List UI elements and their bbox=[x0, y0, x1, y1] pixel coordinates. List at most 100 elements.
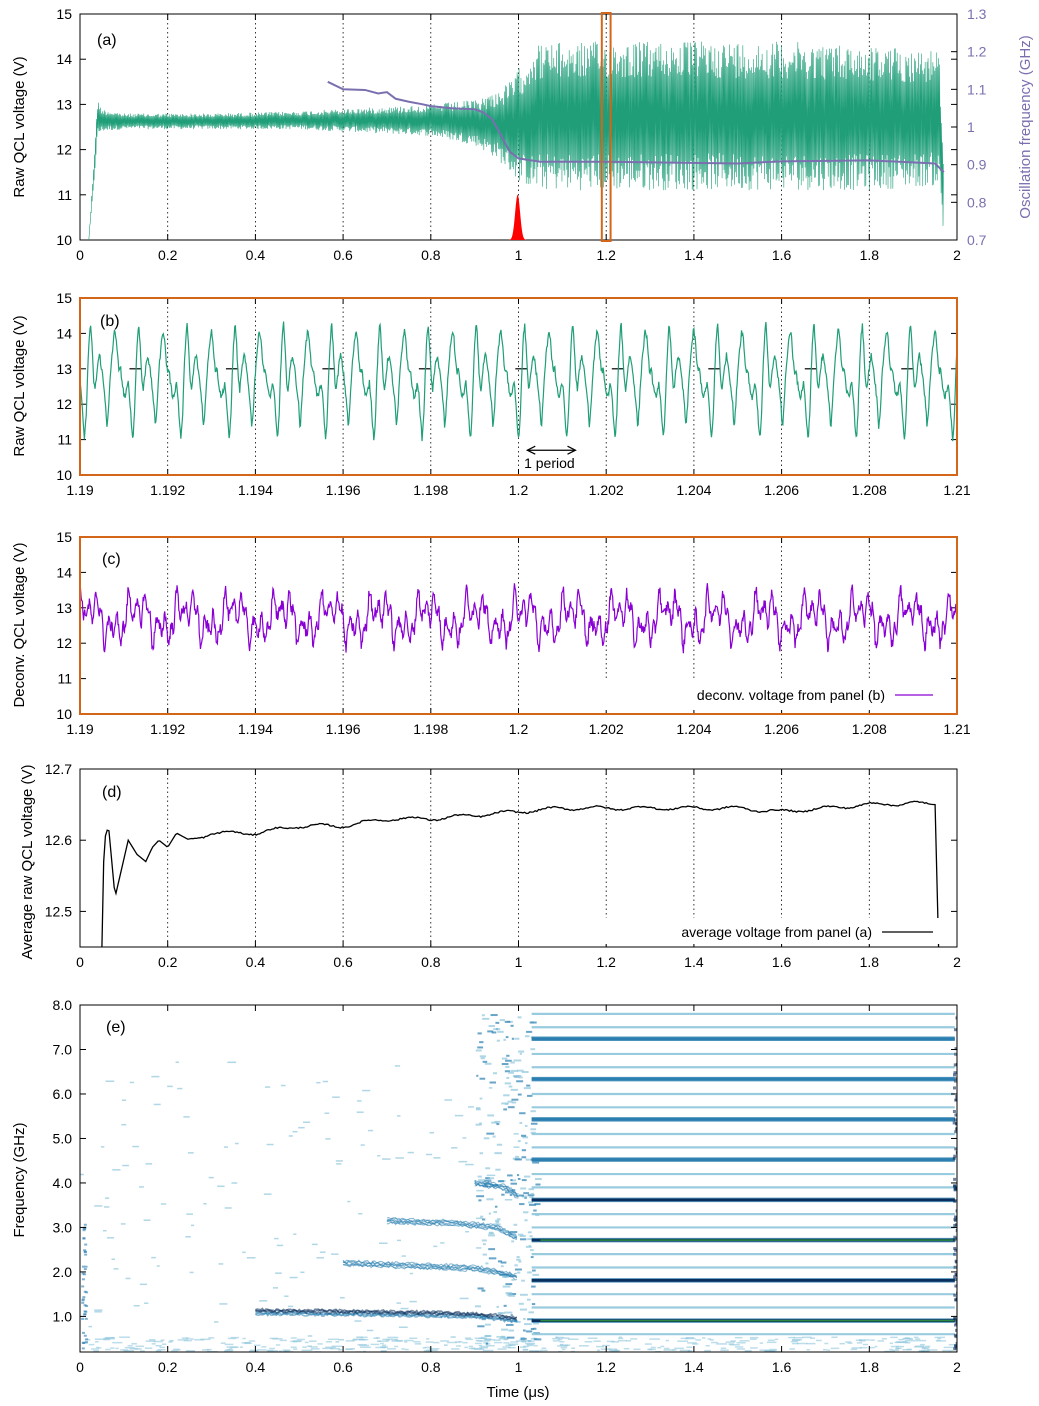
spectrogram-noise bbox=[884, 1350, 896, 1352]
panel-b: 1.19 1.192 1.194 1.196 1.198 1.2 1.202 1.204 1.2… bbox=[11, 290, 971, 498]
spectrogram-noise bbox=[847, 1342, 853, 1344]
spectrogram-speckle bbox=[458, 1160, 468, 1163]
panel-b-x-ticks: 1.19 1.192 1.194 1.196 1.198 1.2 1.202 1.204 1.2… bbox=[66, 298, 971, 498]
spectrogram-speckle bbox=[144, 1302, 149, 1304]
spectrogram-transition bbox=[494, 1205, 498, 1208]
spectrogram-noise bbox=[181, 1337, 188, 1339]
panel-a-x-tick-label: 2 bbox=[953, 247, 961, 263]
spectrogram-noise bbox=[618, 1337, 624, 1340]
panel-c-y-tick-label: 12 bbox=[56, 635, 72, 651]
spectrogram-edge bbox=[83, 1313, 87, 1316]
spectrogram-noise bbox=[241, 1342, 250, 1344]
spectrogram-transition bbox=[526, 1084, 531, 1087]
panel-d-x-tick-label: 1 bbox=[515, 954, 523, 970]
spectrogram-transition bbox=[489, 1081, 497, 1084]
spectrogram-edge bbox=[955, 1098, 957, 1102]
spectrogram-transition bbox=[532, 1322, 539, 1325]
spectrogram-edge bbox=[83, 1334, 87, 1337]
spectrogram-noise bbox=[711, 1341, 719, 1344]
spectrogram-noise bbox=[831, 1336, 838, 1339]
spectrogram-transition bbox=[493, 1028, 501, 1031]
spectrogram-noise bbox=[707, 1338, 712, 1340]
spectrogram-noise bbox=[353, 1338, 364, 1340]
panel-a-ylabel: Raw QCL voltage (V) bbox=[11, 56, 28, 197]
spectrogram-transition bbox=[501, 1335, 506, 1338]
spectrogram-speckle bbox=[335, 1160, 343, 1162]
panel-b-x-tick-label: 1.198 bbox=[413, 482, 448, 498]
spectrogram-noise bbox=[520, 1336, 525, 1339]
panel-b-x-tick-label: 1.202 bbox=[589, 482, 624, 498]
spectrogram-transition bbox=[519, 1052, 523, 1055]
spectrogram-edge bbox=[955, 1341, 957, 1345]
spectrogram-speckle bbox=[94, 1205, 103, 1207]
spectrogram-transition bbox=[475, 1049, 482, 1052]
spectrogram-noise bbox=[360, 1336, 368, 1339]
spectrogram-noise bbox=[396, 1340, 404, 1342]
spectrogram-transition bbox=[527, 1194, 535, 1197]
spectrogram-transition bbox=[485, 1342, 489, 1345]
spectrogram-edge bbox=[954, 1079, 957, 1083]
spectrogram-noise bbox=[802, 1336, 812, 1339]
panel-b-y-tick-label: 15 bbox=[56, 290, 72, 306]
spectrogram-noise bbox=[769, 1349, 777, 1352]
spectrogram-transition bbox=[507, 1100, 513, 1103]
panel-e-x-tick-label: 0.2 bbox=[158, 1359, 178, 1375]
spectrogram-transition bbox=[474, 1305, 481, 1308]
spectrogram-transition bbox=[486, 1226, 489, 1229]
panel-e-label: (e) bbox=[106, 1019, 126, 1036]
spectrogram-edge bbox=[953, 1073, 957, 1077]
spectrogram-noise bbox=[451, 1348, 460, 1350]
spectrogram-noise bbox=[269, 1347, 275, 1350]
spectrogram-transition bbox=[516, 1080, 524, 1083]
spectrogram-transition bbox=[506, 1054, 510, 1057]
spectrogram-noise bbox=[529, 1340, 535, 1343]
panel-b-label: (b) bbox=[100, 313, 120, 330]
spectrogram-transition bbox=[505, 1292, 512, 1295]
spectrogram-edge bbox=[82, 1229, 86, 1232]
spectrogram-transition bbox=[507, 1174, 513, 1177]
spectrogram-noise bbox=[891, 1349, 899, 1351]
spectrogram-speckle bbox=[169, 1340, 174, 1342]
spectrogram-noise bbox=[379, 1340, 389, 1342]
spectrogram-noise bbox=[774, 1338, 779, 1341]
spectrogram-noise bbox=[858, 1339, 870, 1341]
spectrogram-transition bbox=[510, 1061, 515, 1064]
spectrogram-transition bbox=[516, 1075, 522, 1078]
spectrogram-transition bbox=[528, 1203, 537, 1206]
spectrogram-edge bbox=[955, 1186, 957, 1190]
spectrogram-noise bbox=[750, 1347, 758, 1349]
panel-c-x-tick-label: 1.196 bbox=[326, 721, 361, 737]
spectrogram-edge bbox=[952, 1121, 956, 1125]
panel-e-y-tick-label: 1.0 bbox=[53, 1308, 73, 1324]
panel-c-y-tick-label: 11 bbox=[57, 671, 72, 687]
spectrogram-noise bbox=[606, 1340, 615, 1343]
spectrogram-transition bbox=[488, 1248, 496, 1251]
spectrogram-transition bbox=[493, 1223, 501, 1226]
spectrogram-noise bbox=[845, 1341, 852, 1343]
spectrogram-speckle bbox=[335, 1341, 340, 1343]
spectrogram-noise bbox=[462, 1341, 468, 1344]
spectrogram-noise bbox=[360, 1346, 371, 1348]
spectrogram-transition bbox=[514, 1037, 520, 1040]
spectrogram-transition bbox=[513, 1059, 522, 1062]
spectrogram-speckle bbox=[465, 1230, 469, 1233]
spectrogram-edge bbox=[953, 1199, 957, 1203]
spectrogram-edge bbox=[952, 1110, 956, 1114]
panel-e-x-tick-label: 2 bbox=[953, 1359, 961, 1375]
spectrogram-transition bbox=[521, 1179, 527, 1182]
spectrogram-noise bbox=[729, 1344, 740, 1346]
spectrogram-transition bbox=[517, 1016, 522, 1019]
spectrogram-noise bbox=[409, 1337, 418, 1340]
spectrogram-noise bbox=[937, 1337, 941, 1340]
spectrogram-noise bbox=[104, 1336, 115, 1339]
spectrogram-noise bbox=[391, 1338, 398, 1341]
spectrogram-transition bbox=[492, 1135, 496, 1138]
spectrogram-speckle bbox=[231, 1182, 238, 1184]
spectrogram-noise bbox=[744, 1349, 752, 1352]
spectrogram-transition bbox=[517, 1093, 522, 1096]
spectrogram-noise bbox=[120, 1349, 129, 1351]
spectrogram-noise bbox=[330, 1347, 340, 1350]
spectrogram-edge bbox=[953, 1247, 957, 1251]
spectrogram-noise bbox=[310, 1346, 318, 1348]
spectrogram-transition bbox=[519, 1308, 528, 1311]
